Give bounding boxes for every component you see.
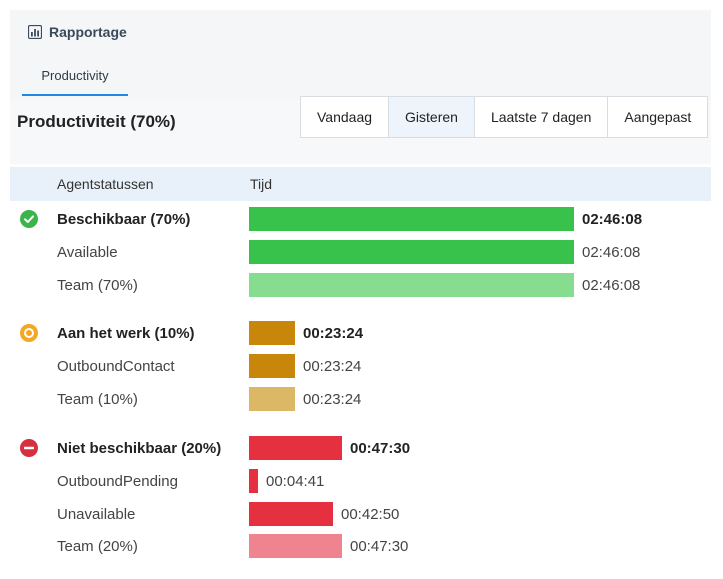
ring-circle-icon [20, 324, 38, 342]
status-label: Aan het werk (10%) [57, 325, 195, 342]
tab-productivity[interactable]: Productivity [22, 56, 128, 96]
column-header-time: Tijd [250, 176, 273, 192]
column-header-status: Agentstatussen [57, 176, 154, 192]
duration-bar [249, 240, 574, 264]
duration-value: 02:46:08 [582, 211, 643, 228]
duration-bar [249, 502, 333, 526]
duration-bar [249, 534, 342, 558]
status-row: Team (10%) 00:23:24 [0, 385, 723, 415]
date-filter-group: Vandaag Gisteren Laatste 7 dagen Aangepa… [300, 96, 709, 138]
status-row-working-group: Aan het werk (10%) 00:23:24 [0, 319, 723, 349]
duration-value: 00:23:24 [303, 391, 362, 408]
filter-last-7-days-button[interactable]: Laatste 7 dagen [473, 96, 609, 138]
minus-circle-icon [20, 439, 38, 457]
table-header: Agentstatussen Tijd [10, 167, 711, 201]
status-row-unavailable-group: Niet beschikbaar (20%) 00:47:30 [0, 434, 723, 464]
duration-value: 00:47:30 [350, 440, 411, 457]
app-title-label: Rapportage [49, 24, 127, 40]
check-circle-icon [20, 210, 38, 228]
duration-value: 00:23:24 [303, 325, 364, 342]
status-label: Team (20%) [57, 538, 138, 555]
status-row: OutboundPending 00:04:41 [0, 467, 723, 497]
duration-bar [249, 273, 574, 297]
filter-today-button[interactable]: Vandaag [300, 96, 390, 138]
duration-bar [249, 207, 574, 231]
status-label: Niet beschikbaar (20%) [57, 440, 222, 457]
status-row: Available 02:46:08 [0, 238, 723, 268]
duration-bar [249, 354, 295, 378]
status-row: Team (70%) 02:46:08 [0, 271, 723, 301]
duration-value: 00:23:24 [303, 358, 362, 375]
status-row: OutboundContact 00:23:24 [0, 352, 723, 382]
status-label: Team (10%) [57, 391, 138, 408]
status-label: Beschikbaar (70%) [57, 211, 191, 228]
duration-value: 02:46:08 [582, 244, 641, 261]
status-label: Team (70%) [57, 277, 138, 294]
page-title: Productiviteit (70%) [17, 112, 176, 131]
duration-bar [249, 321, 295, 345]
status-row-available-group: Beschikbaar (70%) 02:46:08 [0, 205, 723, 235]
app-header: Rapportage Productivity [10, 10, 711, 100]
status-label: Available [57, 244, 118, 261]
duration-bar [249, 387, 295, 411]
status-row: Team (20%) 00:47:30 [0, 532, 723, 562]
status-label: Unavailable [57, 506, 136, 523]
duration-bar [249, 469, 258, 493]
duration-value: 00:04:41 [266, 473, 325, 490]
app-title: Rapportage [28, 24, 127, 40]
duration-bar [249, 436, 342, 460]
status-label: OutboundPending [57, 473, 178, 490]
duration-value: 00:47:30 [350, 538, 409, 555]
section-header: Productiviteit (70%) Vandaag Gisteren La… [10, 96, 711, 164]
bar-chart-icon [28, 25, 42, 39]
duration-value: 02:46:08 [582, 277, 641, 294]
filter-custom-button[interactable]: Aangepast [607, 96, 709, 138]
status-label: OutboundContact [57, 358, 175, 375]
status-row: Unavailable 00:42:50 [0, 500, 723, 530]
filter-yesterday-button[interactable]: Gisteren [388, 96, 475, 138]
duration-value: 00:42:50 [341, 506, 400, 523]
